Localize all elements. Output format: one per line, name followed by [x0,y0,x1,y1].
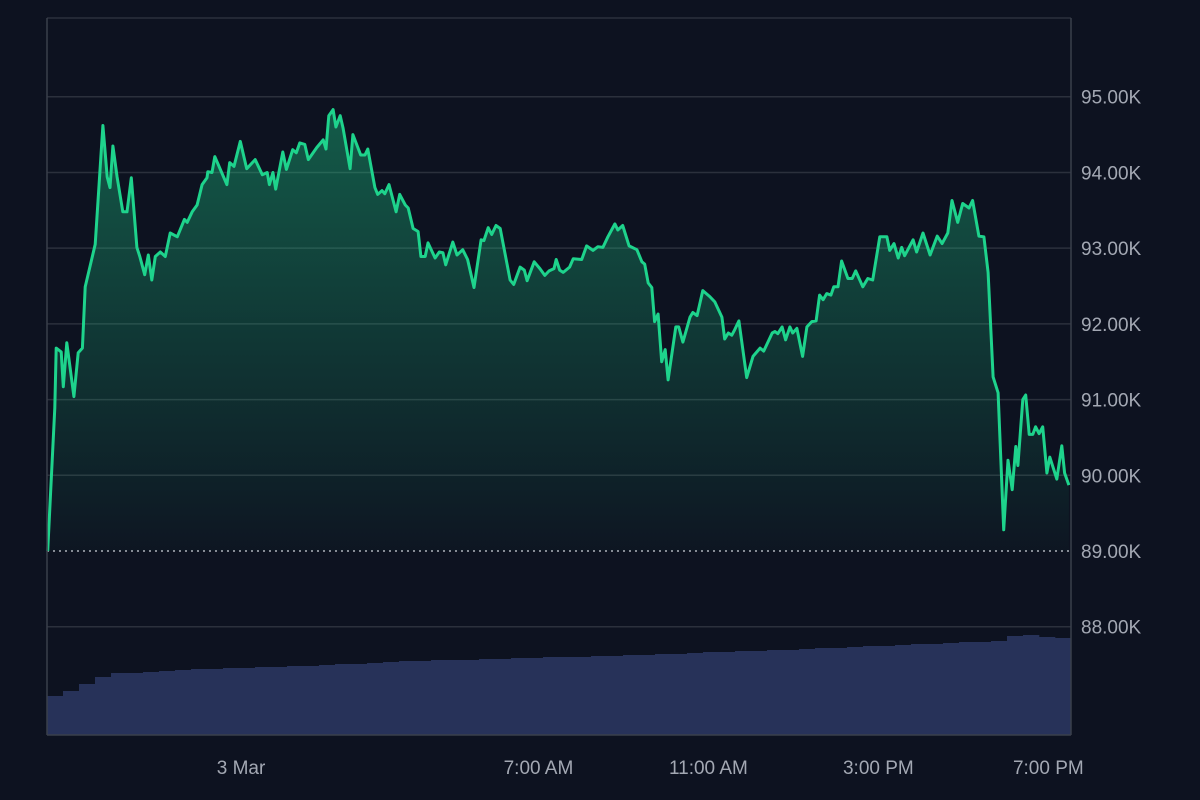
volume-bar [943,643,960,735]
volume-bar [287,666,304,735]
volume-bar [1039,637,1056,735]
x-tick-label: 7:00 AM [504,758,574,779]
x-tick-label: 3:00 PM [843,758,914,779]
volume-bar [303,666,320,735]
volume-bar [975,642,992,735]
volume-bar [319,665,336,735]
y-tick-label: 89.00K [1081,542,1142,563]
volume-bar [575,657,592,735]
volume-bar [95,677,112,735]
volume-bar [255,667,272,735]
volume-bar [847,647,864,735]
volume-bar [591,656,608,735]
volume-bar [543,657,560,735]
volume-bar [511,658,528,735]
volume-bar [127,673,144,735]
volume-bar [735,651,752,735]
volume-bar [623,655,640,735]
volume-bar [527,658,544,735]
volume-bar [799,649,816,735]
volume-bar [1007,636,1024,735]
volume-bar [911,644,928,735]
volume-bar [415,661,432,735]
y-tick-label: 92.00K [1081,315,1142,336]
volume-bar [191,669,208,735]
price-line [46,108,1071,552]
volume-bar [895,645,912,735]
volume-bar [495,659,512,735]
x-axis: 3 Mar 7:00 AM 11:00 AM 3:00 PM 7:00 PM [217,758,1084,779]
volume-bar [111,673,128,735]
volume-bar [63,691,80,735]
y-tick-label: 88.00K [1081,618,1142,639]
volume-bar [879,646,896,735]
volume-bar [399,661,416,735]
y-tick-label: 91.00K [1081,391,1142,412]
volume-bar [655,654,672,735]
volume-bar [815,648,832,735]
volume-bar [639,655,656,735]
volume-bar [927,644,944,735]
volume-bar [479,659,496,735]
y-tick-label: 93.00K [1081,239,1142,260]
volume-bar [79,684,96,735]
volume-bar [47,696,64,735]
x-tick-label: 7:00 PM [1013,758,1084,779]
y-tick-label: 90.00K [1081,466,1142,487]
volume-bar [959,642,976,735]
volume-bar [351,664,368,735]
volume-bar [239,668,256,735]
volume-bar [159,671,176,735]
volume-bar [431,660,448,735]
volume-bar [783,650,800,735]
volume-bars [47,635,1072,735]
volume-bar [463,660,480,735]
volume-bar [719,652,736,735]
volume-bar [207,669,224,735]
volume-bar [863,646,880,735]
volume-bar [367,663,384,735]
y-axis: 95.00K 94.00K 93.00K 92.00K 91.00K 90.00K 89.0… [1081,88,1142,639]
volume-bar [991,641,1008,735]
x-tick-label: 3 Mar [217,758,266,779]
volume-bar [559,657,576,735]
volume-bar [223,668,240,735]
y-tick-label: 94.00K [1081,163,1142,184]
volume-bar [751,651,768,735]
volume-bar [143,672,160,735]
volume-bar [767,650,784,735]
volume-bar [687,653,704,735]
volume-bar [383,662,400,735]
volume-bar [1023,635,1040,735]
volume-bar [607,656,624,735]
volume-bar [335,664,352,735]
volume-bar [175,670,192,735]
volume-bar [1055,638,1072,735]
x-tick-label: 11:00 AM [669,758,748,779]
plot-frame [46,18,1072,736]
volume-bar [831,648,848,735]
volume-bar [447,660,464,735]
volume-bar [671,654,688,735]
price-area-fill [47,109,1069,552]
y-tick-label: 95.00K [1081,88,1142,109]
volume-bar [703,652,720,735]
volume-bar [271,667,288,735]
